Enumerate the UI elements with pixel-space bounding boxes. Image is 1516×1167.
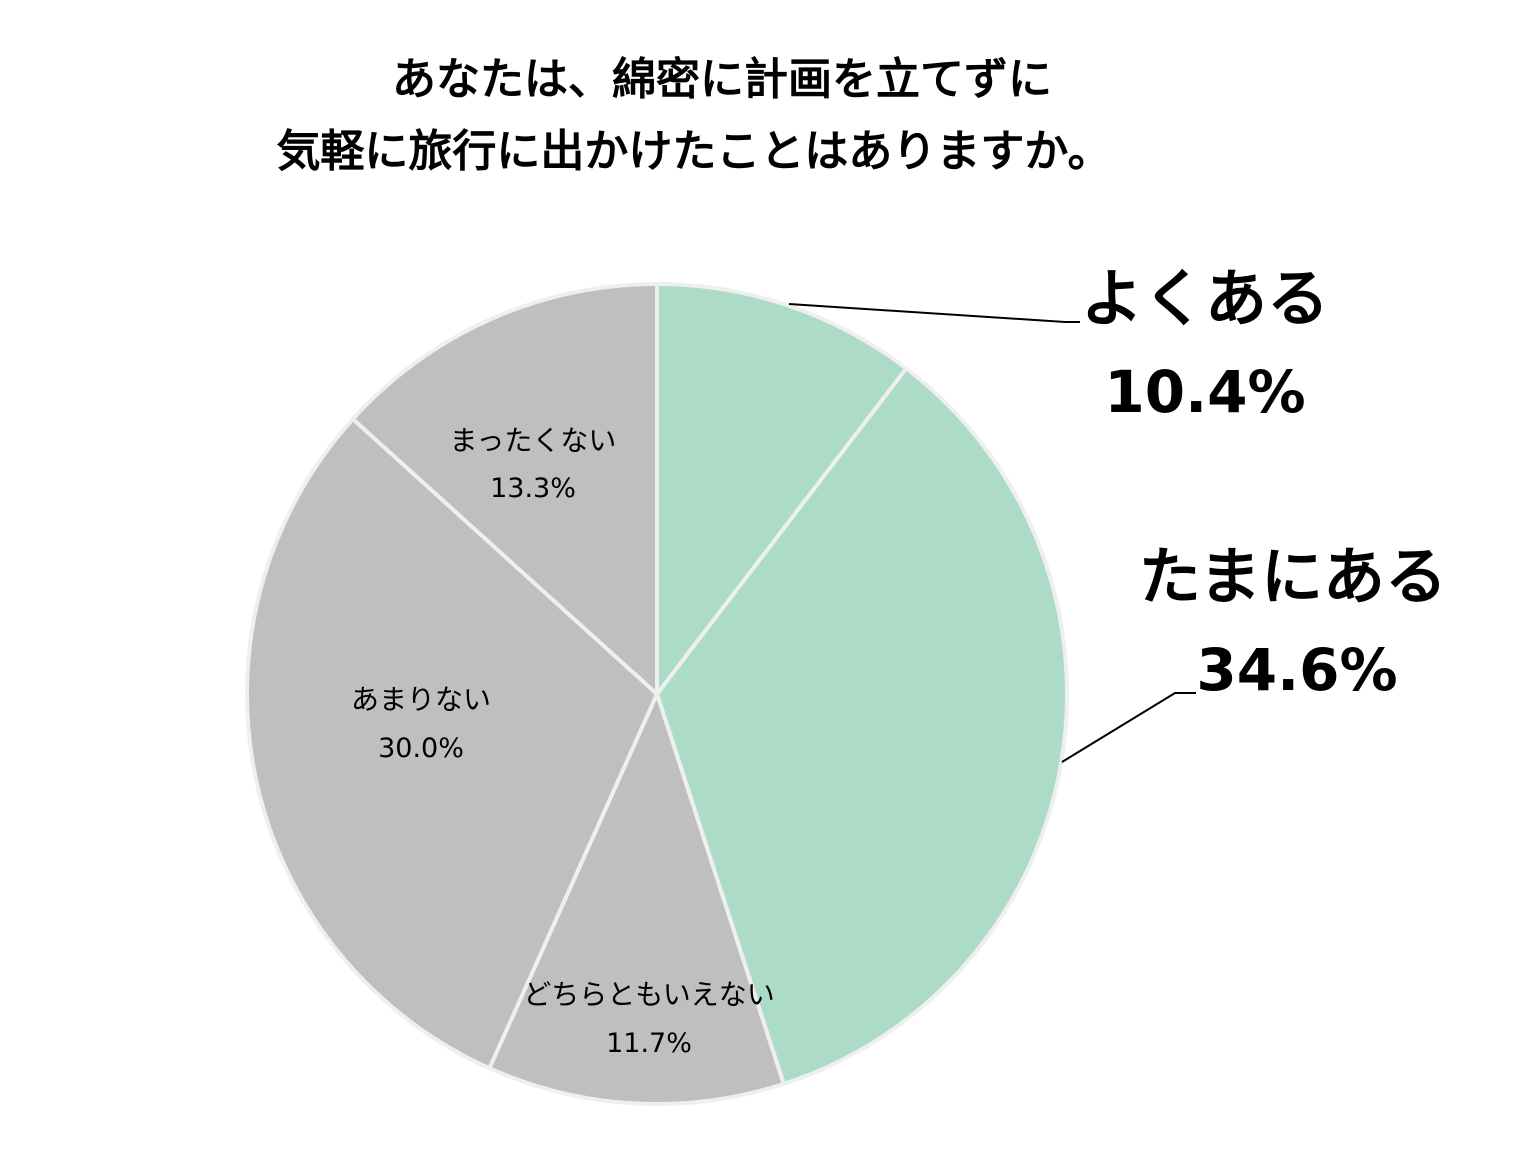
pie-slice-tama-ni-aru — [655, 366, 1069, 1086]
slice-label-dochira-tomo-ienai: どちらともいえない — [523, 978, 774, 1011]
leader-line-tama-ni-aru — [1061, 692, 1196, 763]
leader-line-yoku-aru — [788, 303, 1080, 323]
pie-slices — [245, 282, 1069, 1106]
slice-value-tama-ni-aru: 34.6% — [1196, 636, 1397, 704]
slice-label-tama-ni-aru: たまにある — [1139, 540, 1447, 613]
slice-value-mattaku-nai: 13.3% — [490, 473, 576, 504]
chart-title: あなたは、綿密に計画を立てずに 気軽に旅行に出かけたことはありますか。 — [276, 54, 1111, 177]
chart-title-line-1: あなたは、綿密に計画を立てずに — [392, 54, 1052, 105]
pie-slice-mattaku-nai — [350, 282, 659, 696]
pie-slice-amari-nai — [245, 417, 659, 1071]
slice-value-yoku-aru: 10.4% — [1104, 358, 1305, 426]
slice-label-amari-nai: あまりない — [351, 683, 491, 716]
chart-title-line-2: 気軽に旅行に出かけたことはありますか。 — [276, 126, 1111, 177]
leader-lines — [788, 303, 1196, 763]
pie-slice-dochira-tomo-ienai — [487, 692, 786, 1106]
pie-slice-yoku-aru — [655, 282, 909, 696]
slice-value-dochira-tomo-ienai: 11.7% — [606, 1028, 692, 1059]
slice-labels: よくある 10.4% たまにある 34.6% どちらともいえない 11.7% あまりない 30… — [351, 262, 1447, 1059]
slice-value-amari-nai: 30.0% — [378, 733, 464, 764]
slice-label-yoku-aru: よくある — [1081, 262, 1329, 335]
slice-label-mattaku-nai: まったくない — [450, 424, 617, 457]
